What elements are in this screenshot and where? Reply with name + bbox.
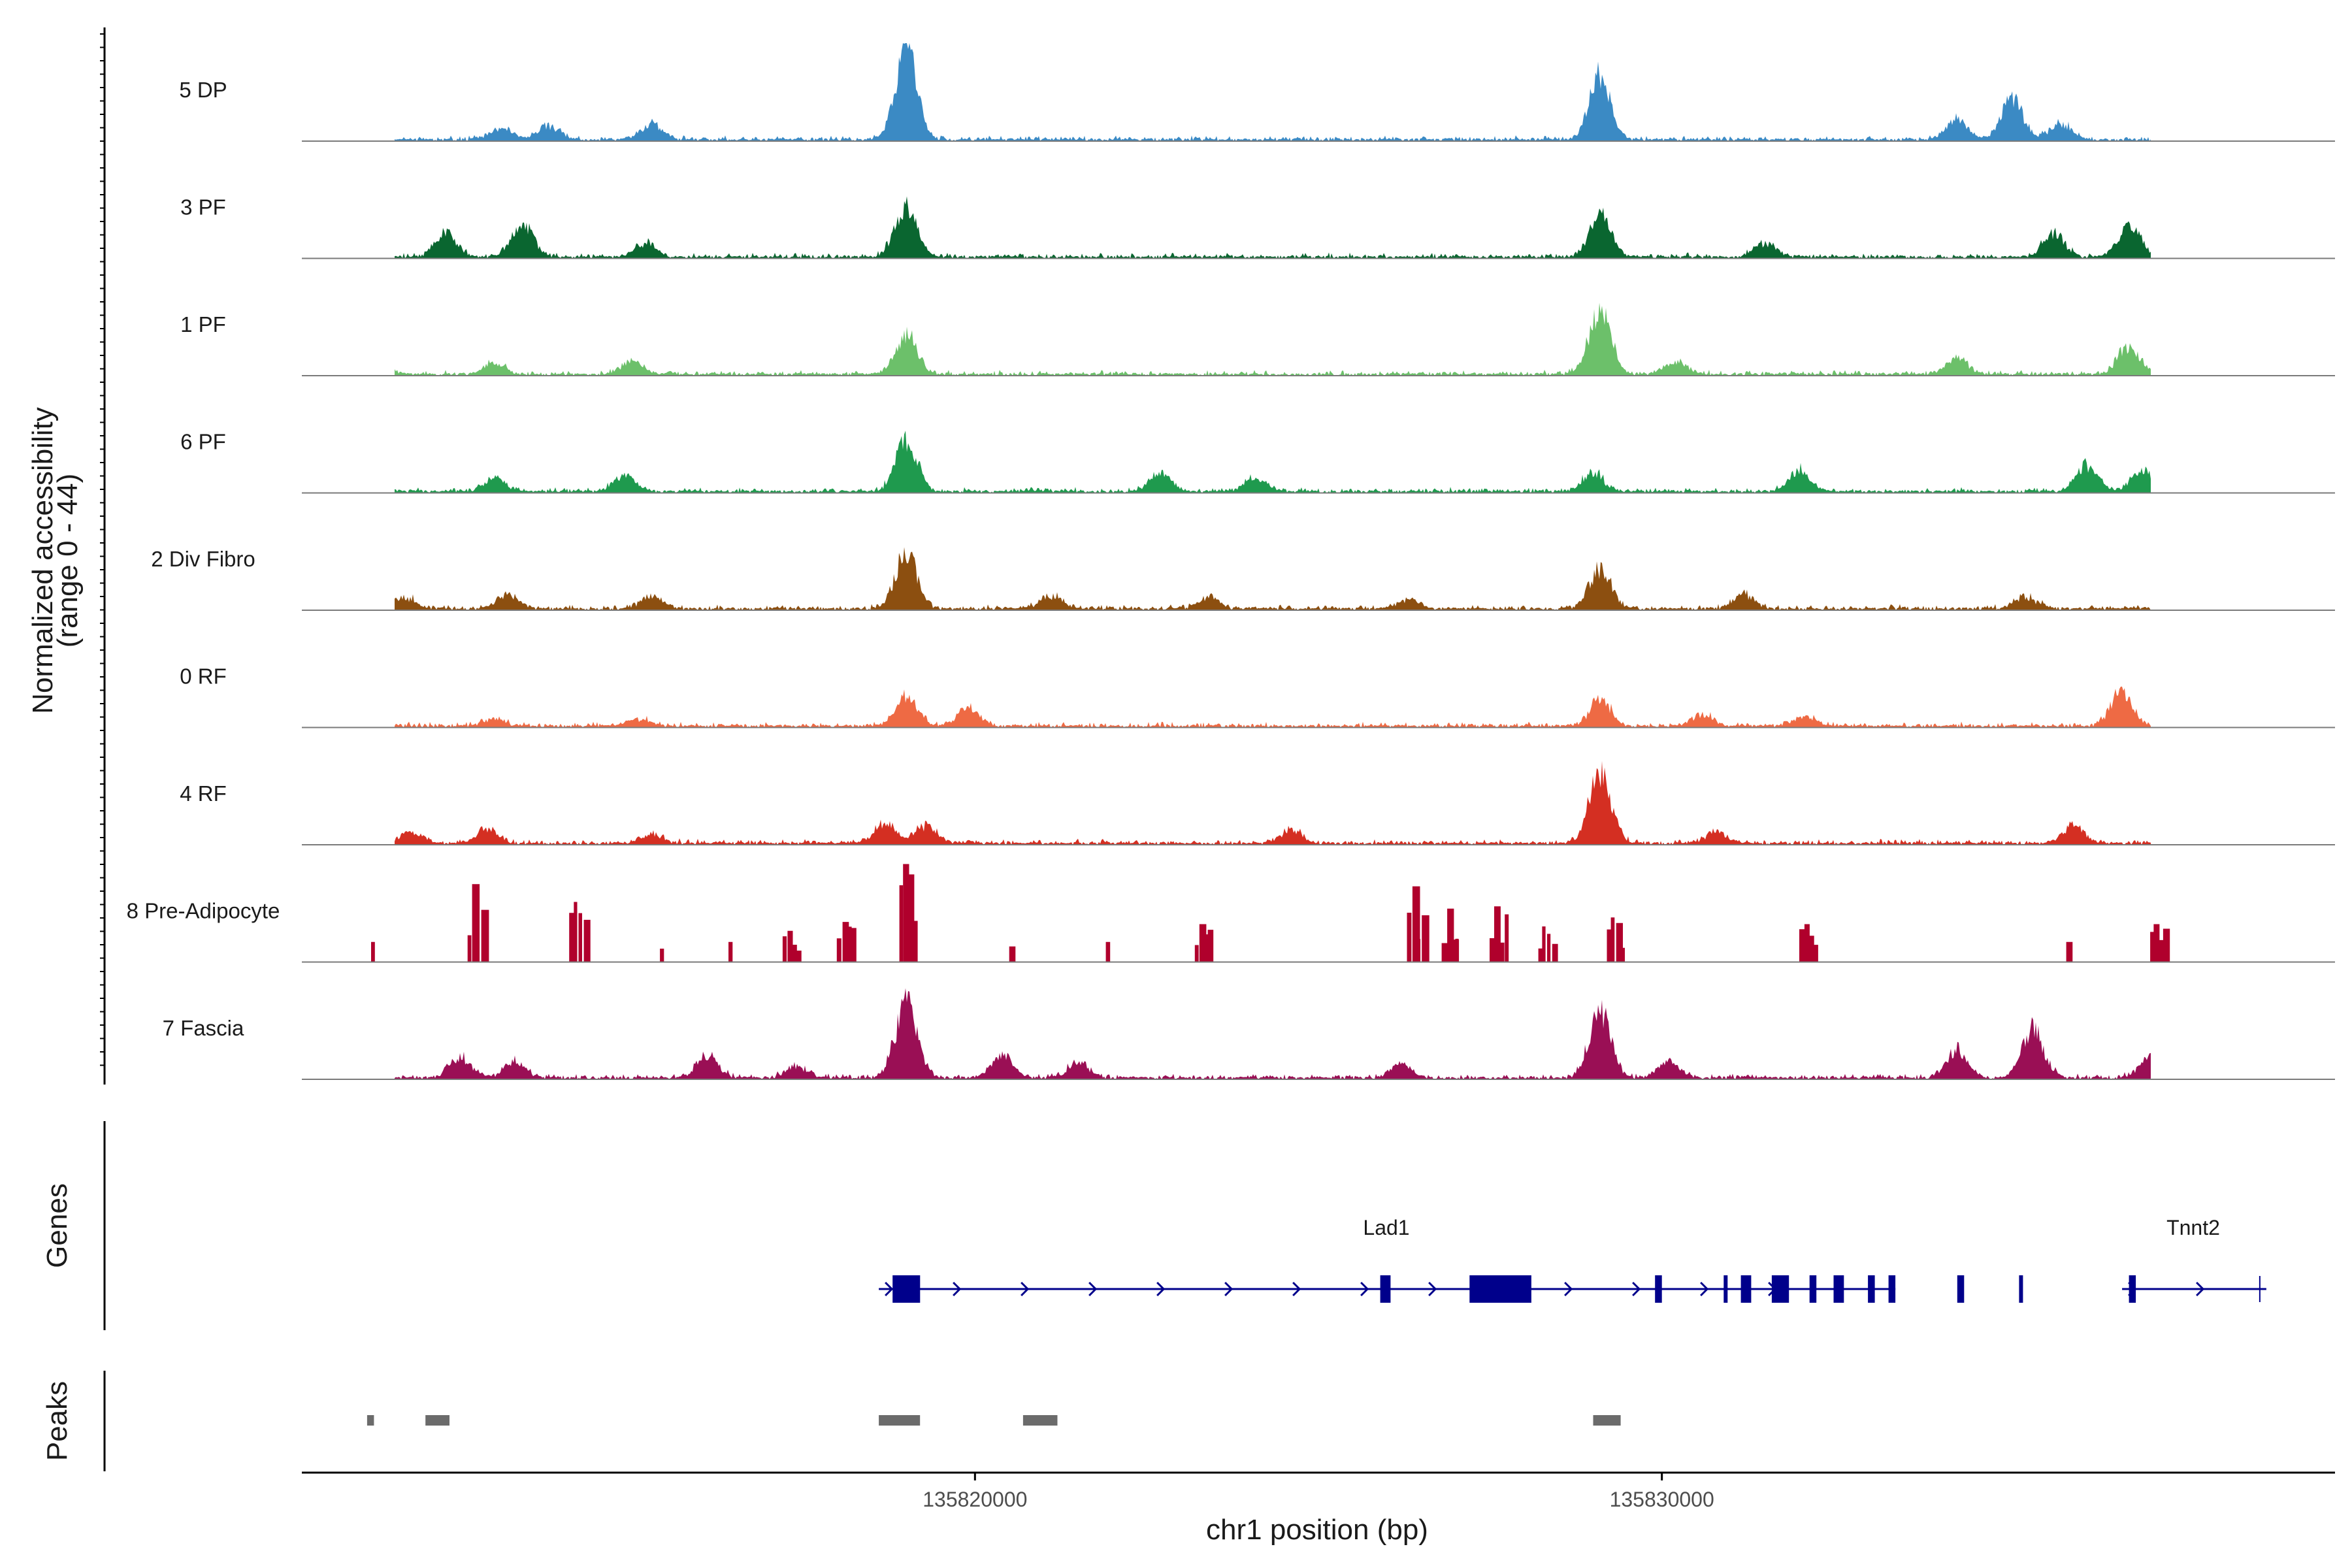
coverage-area — [371, 864, 2170, 962]
x-axis-title: chr1 position (bp) — [1206, 1514, 1428, 1546]
track-label: 1 PF — [180, 312, 226, 336]
strand-arrow — [885, 1281, 894, 1297]
gene-exon — [2129, 1275, 2136, 1303]
genes-track-title: Genes — [41, 1183, 73, 1268]
strand-arrow — [1292, 1281, 1301, 1297]
genes-track: Lad1 Tnnt2 — [879, 1216, 2266, 1303]
coverage-area — [395, 547, 2151, 610]
strand-arrow — [1564, 1281, 1573, 1297]
gene-tnnt2: Tnnt2 — [2122, 1216, 2266, 1303]
track-label: 3 PF — [180, 195, 226, 220]
gene-exon — [1833, 1275, 1844, 1303]
strand-arrow — [1700, 1281, 1709, 1297]
strand-arrow — [1088, 1281, 1098, 1297]
track-2-div-fibro: 2 Div Fibro — [151, 547, 2335, 611]
gene-exon — [1740, 1275, 1752, 1303]
gene-exon — [1771, 1275, 1789, 1303]
peak-region — [425, 1415, 449, 1426]
track-label: 4 RF — [180, 781, 227, 806]
coverage-area — [395, 686, 2151, 728]
y-axis-range: (range 0 - 44) — [52, 474, 84, 648]
peak-region — [879, 1415, 921, 1426]
coverage-area — [395, 302, 2151, 376]
x-tick-label: 135830000 — [1610, 1488, 1714, 1511]
track-label: 0 RF — [180, 664, 227, 689]
gene-exon — [1809, 1275, 1817, 1303]
coverage-area — [395, 760, 2151, 845]
strand-arrow — [1360, 1281, 1369, 1297]
gene-exon — [1469, 1275, 1531, 1303]
peaks-track — [367, 1415, 1621, 1426]
gene-exon — [1723, 1275, 1728, 1303]
peaks-track-title: Peaks — [41, 1381, 73, 1461]
track-label: 8 Pre-Adipocyte — [127, 899, 280, 923]
y-axis-title: Normalized accessibility — [27, 407, 59, 713]
track-4-rf: 4 RF — [180, 760, 2335, 845]
gene-exon — [892, 1275, 921, 1303]
track-label: 7 Fascia — [163, 1016, 244, 1040]
strand-arrow — [1632, 1281, 1641, 1297]
gene-label: Tnnt2 — [2166, 1216, 2220, 1239]
coverage-y-ticks — [100, 33, 105, 1066]
track-label: 5 DP — [179, 78, 227, 102]
track-3-pf: 3 PF — [180, 195, 2335, 259]
strand-arrow — [1021, 1281, 1030, 1297]
track-0-rf: 0 RF — [180, 664, 2335, 728]
x-tick-label: 135820000 — [923, 1488, 1027, 1511]
strand-arrow — [953, 1281, 962, 1297]
track-7-fascia: 7 Fascia — [163, 988, 2335, 1080]
coverage-area — [395, 988, 2151, 1079]
coverage-tracks: 5 DP 3 PF 1 PF 6 PF 2 Div Fibro 0 RF 4 RF 8 Pre… — [127, 43, 2335, 1080]
gene-exon — [1957, 1275, 1965, 1303]
x-axis-ticks: 135820000 135830000 — [923, 1473, 1714, 1511]
gene-exon — [1888, 1275, 1896, 1303]
track-8-pre-adipocyte: 8 Pre-Adipocyte — [127, 864, 2335, 963]
coverage-area — [395, 43, 2151, 141]
peak-region — [367, 1415, 374, 1426]
track-1-pf: 1 PF — [180, 302, 2335, 376]
gene-lad1: Lad1 — [879, 1216, 2023, 1303]
gene-exon — [1868, 1275, 1875, 1303]
strand-arrow — [1156, 1281, 1166, 1297]
strand-arrow — [1428, 1281, 1437, 1297]
gene-exon — [1655, 1275, 1662, 1303]
track-label: 2 Div Fibro — [151, 547, 255, 571]
gene-exon — [2019, 1275, 2023, 1303]
track-5-dp: 5 DP — [179, 43, 2335, 142]
strand-arrow — [1224, 1281, 1233, 1297]
gene-exon — [1380, 1275, 1391, 1303]
peak-region — [1593, 1415, 1621, 1426]
gene-label: Lad1 — [1363, 1216, 1409, 1239]
coverage-area — [395, 431, 2151, 493]
coverage-area — [395, 196, 2151, 259]
track-6-pf: 6 PF — [180, 430, 2335, 494]
strand-arrow — [2196, 1281, 2205, 1297]
peak-region — [1022, 1415, 1058, 1426]
track-label: 6 PF — [180, 430, 226, 454]
